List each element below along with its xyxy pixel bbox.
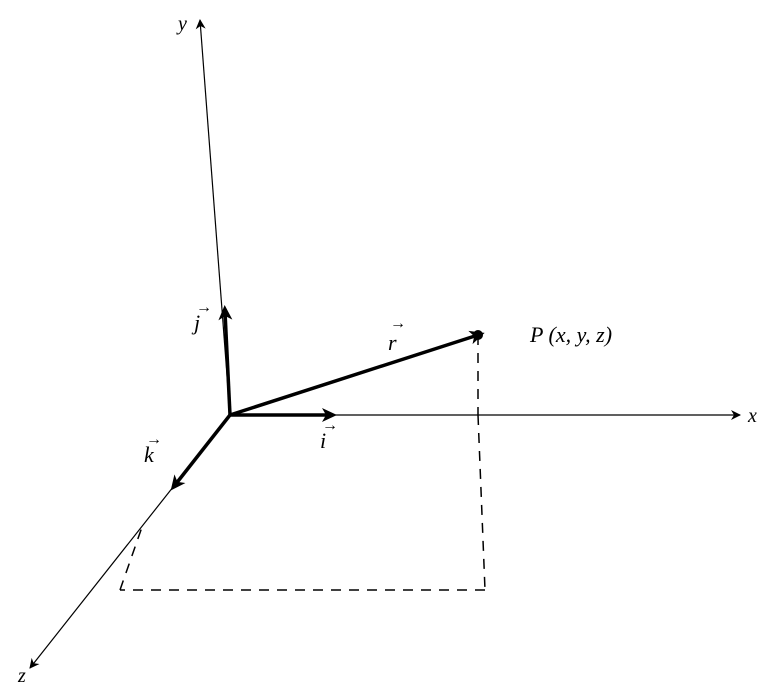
position-vector-label: r <box>388 330 397 355</box>
position-vector-r <box>230 335 478 415</box>
unit-vector-i-label: i <box>320 428 326 453</box>
unit-vector-j <box>225 312 230 415</box>
z-axis-label: z <box>17 665 26 687</box>
x-axis-label: x <box>747 405 757 427</box>
unit-vector-j-label: j <box>191 310 200 335</box>
proj-z-to-origin <box>120 527 142 590</box>
unit-vector-k-label: k <box>144 442 155 467</box>
point-p-label: P (x, y, z) <box>529 322 612 347</box>
unit-vector-k <box>175 415 230 485</box>
y-axis-label: y <box>176 13 187 35</box>
proj-x-to-xz <box>478 415 485 590</box>
point-p <box>473 330 483 340</box>
